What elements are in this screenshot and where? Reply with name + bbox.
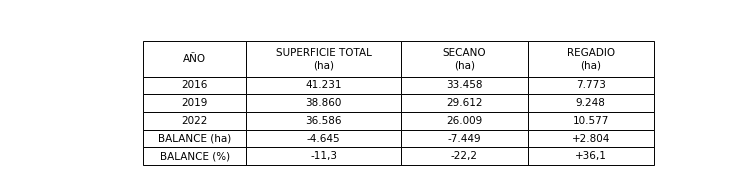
Text: 29.612: 29.612: [446, 98, 482, 108]
Bar: [246, 94, 401, 112]
Text: -4.645: -4.645: [307, 134, 341, 144]
Bar: [143, 94, 246, 112]
Bar: [401, 94, 527, 112]
Text: 7.773: 7.773: [576, 81, 606, 90]
Bar: [143, 77, 246, 94]
Bar: [246, 77, 401, 94]
Text: SUPERFICIE TOTAL
(ha): SUPERFICIE TOTAL (ha): [276, 48, 372, 70]
Bar: [246, 41, 401, 77]
Bar: [401, 41, 527, 77]
Bar: [527, 77, 654, 94]
Bar: [527, 112, 654, 130]
Bar: [143, 130, 246, 147]
Bar: [143, 41, 246, 77]
Text: +36,1: +36,1: [574, 151, 607, 161]
Text: -7.449: -7.449: [448, 134, 481, 144]
Text: BALANCE (%): BALANCE (%): [160, 151, 230, 161]
Bar: [527, 94, 654, 112]
Bar: [401, 147, 527, 165]
Text: +2.804: +2.804: [571, 134, 610, 144]
Bar: [401, 77, 527, 94]
Text: 41.231: 41.231: [306, 81, 342, 90]
Text: REGADIO
(ha): REGADIO (ha): [566, 48, 615, 70]
Text: 26.009: 26.009: [446, 116, 482, 126]
Text: 2016: 2016: [181, 81, 207, 90]
Text: 2022: 2022: [181, 116, 207, 126]
Bar: [527, 41, 654, 77]
Text: SECANO
(ha): SECANO (ha): [443, 48, 486, 70]
Bar: [527, 130, 654, 147]
Text: 36.586: 36.586: [306, 116, 342, 126]
Bar: [143, 112, 246, 130]
Text: BALANCE (ha): BALANCE (ha): [158, 134, 231, 144]
Bar: [246, 147, 401, 165]
Bar: [401, 112, 527, 130]
Text: -11,3: -11,3: [310, 151, 337, 161]
Text: 33.458: 33.458: [446, 81, 482, 90]
Bar: [246, 112, 401, 130]
Bar: [527, 147, 654, 165]
Text: 2019: 2019: [181, 98, 207, 108]
Bar: [246, 130, 401, 147]
Text: -22,2: -22,2: [451, 151, 478, 161]
Bar: [401, 130, 527, 147]
Text: 38.860: 38.860: [306, 98, 342, 108]
Text: AÑO: AÑO: [183, 54, 206, 64]
Text: 9.248: 9.248: [576, 98, 606, 108]
Bar: [143, 147, 246, 165]
Text: 10.577: 10.577: [572, 116, 609, 126]
